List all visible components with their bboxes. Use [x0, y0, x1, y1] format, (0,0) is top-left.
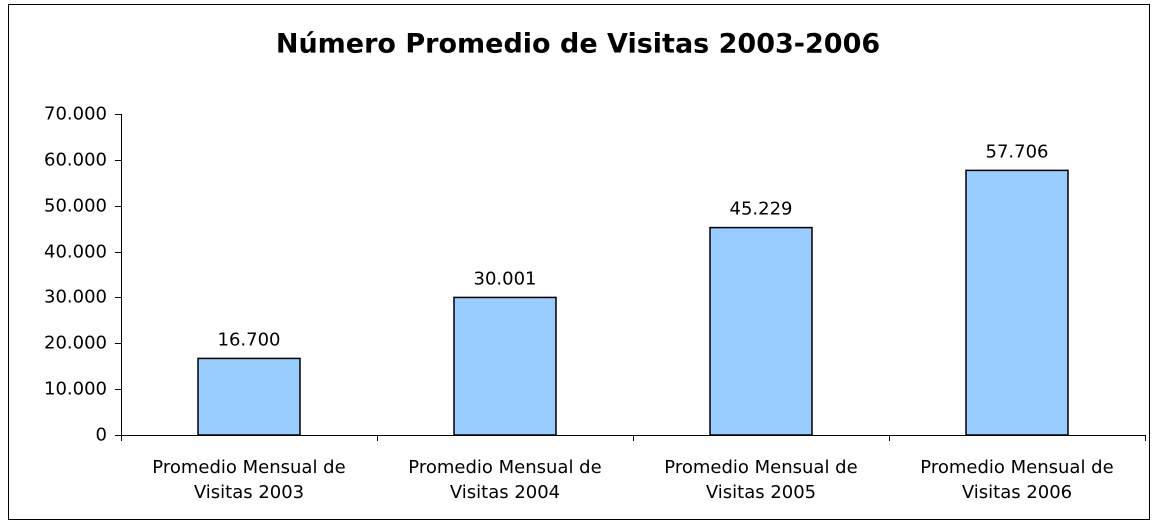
bar	[197, 357, 301, 436]
y-tick-label: 10.000	[44, 379, 107, 400]
value-label: 16.700	[218, 329, 281, 350]
x-tick-label: Promedio Mensual de Visitas 2006	[920, 457, 1114, 503]
y-tick-label: 50.000	[44, 196, 107, 217]
x-tick-label: Promedio Mensual de Visitas 2004	[408, 457, 602, 503]
y-tick-label: 40.000	[44, 242, 107, 263]
x-tick-label: Promedio Mensual de Visitas 2005	[664, 457, 858, 503]
y-tick-label: 0	[96, 425, 107, 446]
y-tick-label: 60.000	[44, 150, 107, 171]
y-tick-label: 70.000	[44, 104, 107, 125]
y-tick-label: 30.000	[44, 287, 107, 308]
bar	[709, 226, 813, 436]
chart-title: Número Promedio de Visitas 2003-2006	[276, 29, 880, 60]
bar	[965, 169, 1069, 436]
value-label: 45.229	[730, 199, 793, 220]
value-label: 57.706	[986, 141, 1049, 162]
x-tick-label: Promedio Mensual de Visitas 2003	[152, 457, 346, 503]
y-tick-label: 20.000	[44, 333, 107, 354]
bar	[453, 296, 557, 436]
value-label: 30.001	[474, 268, 537, 289]
